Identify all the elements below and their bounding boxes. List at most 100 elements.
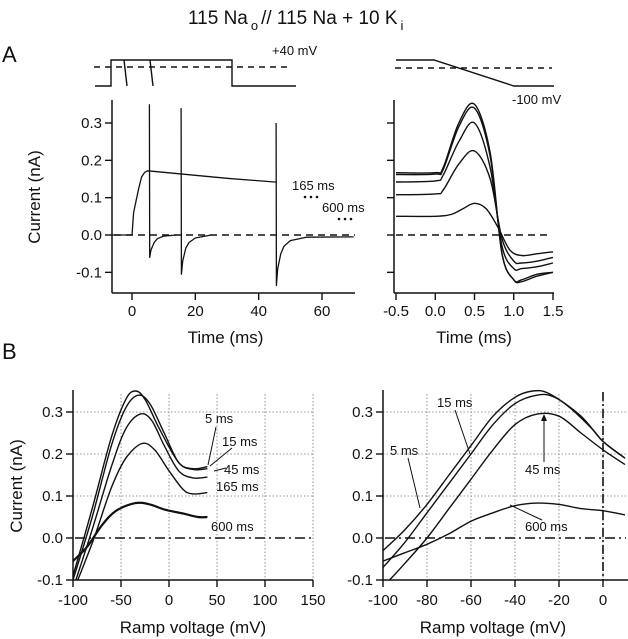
series-label-45ms-right: 45 ms (525, 462, 561, 477)
series-line-tail-45-ms (275, 122, 354, 287)
leader-line-15ms-right (454, 409, 471, 455)
series-label-15ms: 15 ms (222, 434, 258, 449)
chart-b-right: -0.1 0.0 0.1 0.2 0.3 -100 -80 -60 -40 -20 0 Ramp vo… (347, 389, 628, 637)
chart-b-left: -0.1 0.0 0.1 0.2 0.3 -100 -50 0 50 100 150 Ramp vol… (7, 390, 326, 637)
x-tick-label: -80 (416, 592, 438, 609)
series-line-tail-5-ms (148, 104, 177, 259)
ellipsis-dot (349, 217, 353, 221)
x-tick-label: 1.5 (543, 303, 564, 320)
y-tick-label: 0.3 (81, 115, 102, 132)
x-axis-label: Time (ms) (436, 328, 512, 347)
x-tick-label: 40 (250, 303, 267, 320)
x-axis-label: Ramp voltage (mV) (420, 618, 566, 637)
y-tick-label: 0.2 (42, 446, 63, 463)
series-label-600ms: 600 ms (211, 519, 254, 534)
ellipsis-dot (303, 195, 307, 199)
x-tick-label: 0 (128, 303, 136, 320)
series-line-5-ms (73, 390, 208, 576)
series-line-165-ms (77, 442, 208, 580)
panel-label-b: B (2, 339, 17, 364)
protocol-left (94, 59, 296, 87)
y-tick-label: 0.0 (81, 227, 102, 244)
series-line-tail-15-ms (180, 108, 212, 275)
y-axis-label: Current (nA) (7, 439, 26, 533)
ellipsis-dot (315, 195, 319, 199)
series-label-600ms-right: 600 ms (525, 519, 568, 534)
x-tick-label: 50 (209, 592, 226, 609)
y-tick-label: -0.1 (76, 264, 102, 281)
y-tick-label: 0.3 (352, 404, 373, 421)
x-tick-label: -20 (548, 592, 570, 609)
leader-line-5ms (207, 426, 217, 466)
x-tick-label: 0.0 (425, 303, 446, 320)
series-line-5-ms (383, 389, 626, 552)
series-line-600-ms (395, 202, 554, 257)
chart-a-left: -0.1 0.0 0.1 0.2 0.3 0 20 40 60 Time (ms) Current … (25, 100, 355, 347)
x-tick-label: -40 (504, 592, 526, 609)
chart-a-right: -0.5 0.0 0.5 1.0 1.5 Time (ms) (383, 100, 563, 347)
series-line-45-ms (75, 413, 208, 580)
annotation-165ms: 165 ms (292, 178, 335, 193)
y-tick-label: 0.0 (42, 530, 63, 547)
series-line-165-ms (395, 149, 554, 265)
protocol-step-15ms (149, 59, 154, 87)
series-line-15-ms (395, 106, 554, 283)
series-label-5ms-right: 5 ms (390, 443, 419, 458)
panel-label-a: A (2, 42, 17, 67)
series-label-165ms: 165 ms (216, 479, 259, 494)
ellipsis-dot (337, 217, 341, 221)
series-line-15-ms (383, 393, 626, 568)
series-label-45ms: 45 ms (224, 462, 260, 477)
x-tick-label: 60 (314, 303, 331, 320)
ellipsis-dot (343, 217, 347, 221)
y-tick-label: 0.2 (81, 152, 102, 169)
series-line-600-ms (73, 501, 208, 562)
leader-line-15ms (209, 447, 233, 467)
x-tick-label: 0.5 (464, 303, 485, 320)
ramp-trace (396, 59, 554, 87)
protocol-right (395, 59, 554, 87)
series-line-15-ms (73, 394, 208, 580)
x-tick-label: -60 (460, 592, 482, 609)
series-line-45-ms (395, 121, 554, 271)
series-line-45-ms (389, 412, 626, 580)
x-tick-label: -0.5 (383, 303, 409, 320)
y-tick-label: 0.1 (352, 488, 373, 505)
series-line-5-ms (395, 102, 554, 284)
protocol-voltage-high: +40 mV (272, 43, 317, 58)
leader-line-5ms-right (407, 457, 421, 509)
x-tick-label: 1.0 (503, 303, 524, 320)
y-tick-label: 0.1 (42, 488, 63, 505)
series-line-activation (112, 170, 277, 236)
x-tick-label: 150 (300, 592, 325, 609)
protocol-voltage-low: -100 mV (512, 92, 561, 107)
y-tick-label: -0.1 (37, 572, 63, 589)
arrowhead-45ms (541, 414, 547, 421)
series-label-15ms-right: 15 ms (437, 395, 473, 410)
x-tick-label: -50 (110, 592, 132, 609)
y-axis-label: Current (nA) (25, 150, 44, 244)
x-tick-label: -100 (58, 592, 88, 609)
x-tick-label: 20 (187, 303, 204, 320)
y-tick-label: 0.1 (81, 190, 102, 207)
x-tick-label: 0 (599, 592, 607, 609)
ellipsis-dot (309, 195, 313, 199)
x-axis-label: Time (ms) (188, 328, 264, 347)
annotation-600ms: 600 ms (322, 200, 365, 215)
leader-line-600ms-right (509, 504, 543, 521)
y-tick-label: -0.1 (347, 572, 373, 589)
y-tick-label: 0.0 (352, 530, 373, 547)
protocol-trace (95, 59, 296, 87)
x-tick-label: 0 (165, 592, 173, 609)
protocol-step-5ms (123, 59, 128, 87)
leader-line-45ms (213, 467, 227, 472)
series-line-600-ms (383, 502, 626, 562)
y-tick-label: 0.3 (42, 404, 63, 421)
y-tick-label: 0.2 (352, 446, 373, 463)
x-axis-label: Ramp voltage (mV) (120, 618, 266, 637)
x-tick-label: -100 (368, 592, 398, 609)
x-tick-label: 100 (252, 592, 277, 609)
series-label-5ms: 5 ms (205, 411, 234, 426)
